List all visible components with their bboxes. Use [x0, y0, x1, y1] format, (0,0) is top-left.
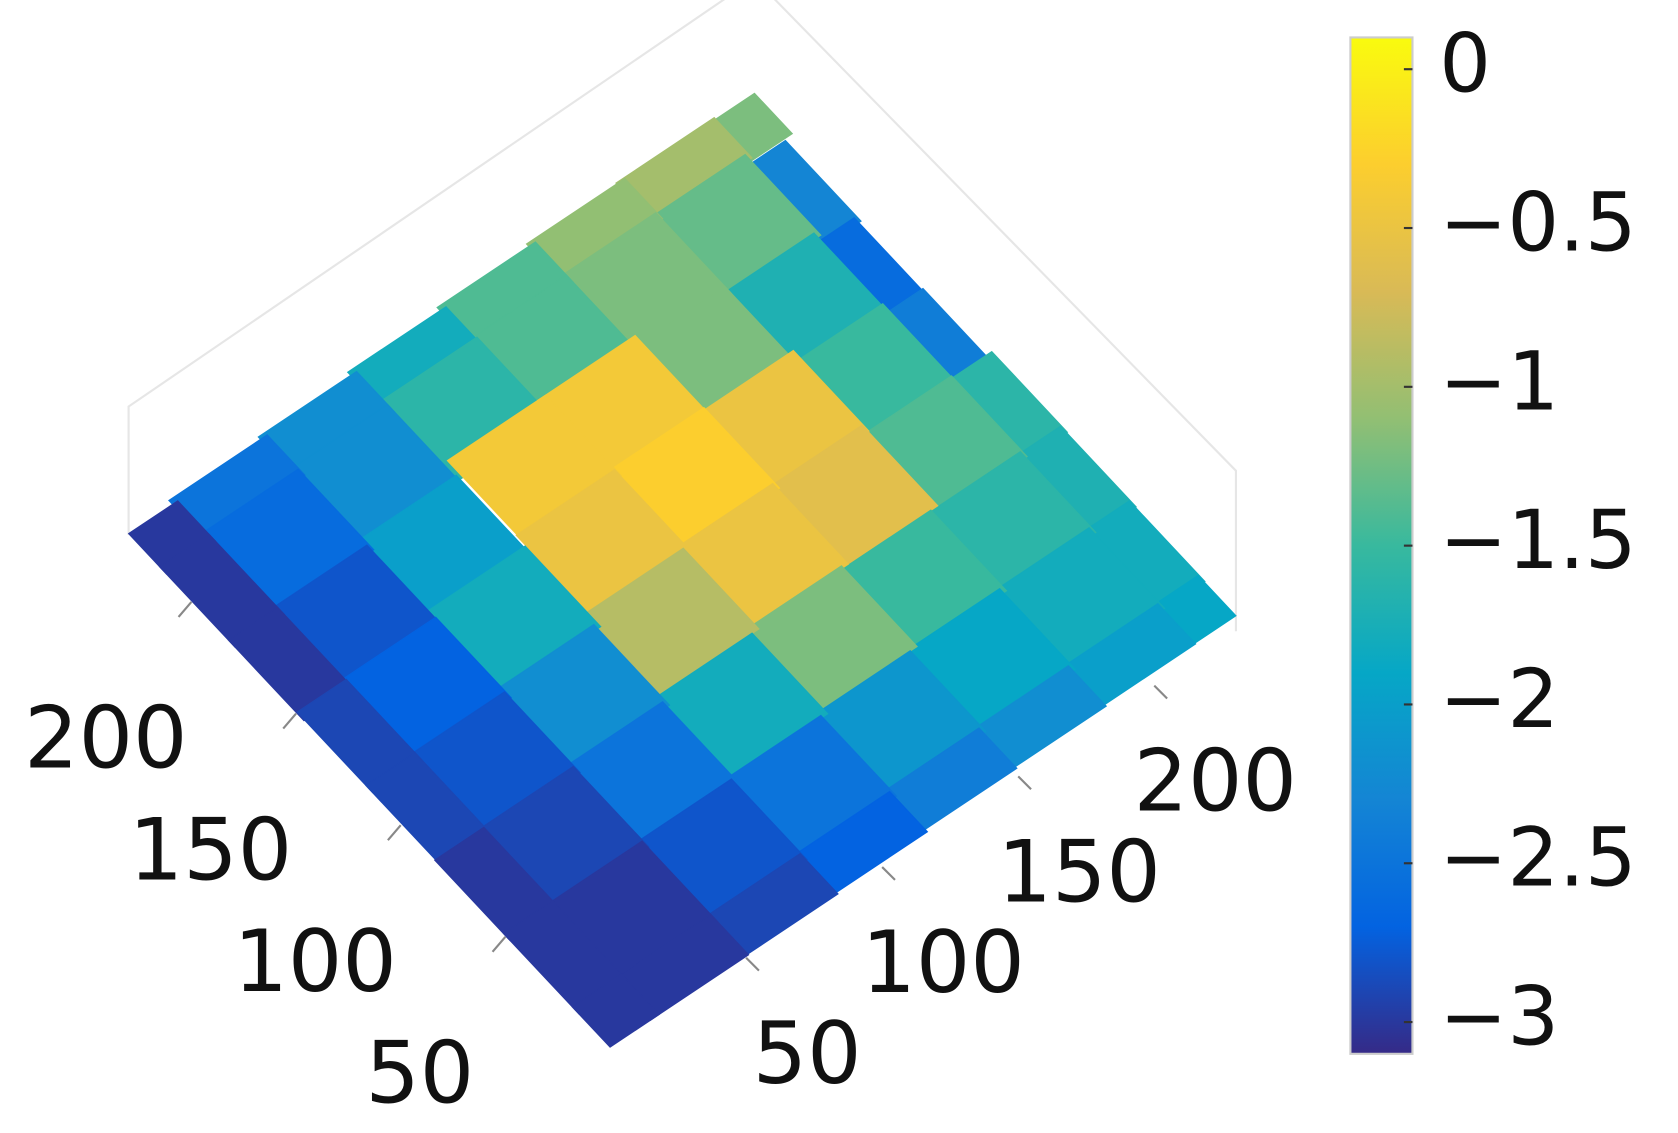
- y-tick: [881, 866, 896, 881]
- y-tick-label: 150: [998, 823, 1161, 922]
- x-tick-label: 150: [129, 801, 292, 900]
- colorbar-tick-label: −3: [1439, 971, 1559, 1065]
- x-tick-label: 50: [365, 1025, 474, 1124]
- colorbar-tick-label: 0: [1439, 18, 1491, 112]
- x-tick: [491, 936, 507, 953]
- axes-box: [127, 0, 1237, 632]
- surface: [127, 92, 1237, 1048]
- x-tick-label: 100: [233, 913, 396, 1012]
- colorbar-bar: [1349, 36, 1414, 1055]
- y-tick: [1153, 684, 1168, 700]
- box-edge: [127, 0, 1237, 632]
- surface-cell: [571, 973, 661, 1048]
- x-tick: [282, 712, 297, 730]
- x-tick: [387, 824, 402, 841]
- colorbar-tick-label: −0.5: [1439, 176, 1636, 270]
- colorbar-tick-label: −2.5: [1439, 812, 1636, 906]
- y-tick: [1017, 775, 1032, 790]
- x-tick-label: 200: [24, 690, 187, 789]
- y-tick-label: 200: [1134, 733, 1297, 832]
- colorbar: 0 −0.5 −1 −1.5 −2 −2.5 −3: [1349, 18, 1637, 1065]
- y-tick: [745, 957, 760, 972]
- colorbar-tick-label: −1: [1439, 335, 1559, 429]
- y-tick-label: 100: [861, 914, 1024, 1013]
- y-tick-label: 50: [753, 1005, 862, 1104]
- x-tick: [177, 601, 193, 618]
- colorbar-tick-label: −2: [1439, 653, 1559, 747]
- colorbar-tick-label: −1.5: [1439, 494, 1636, 588]
